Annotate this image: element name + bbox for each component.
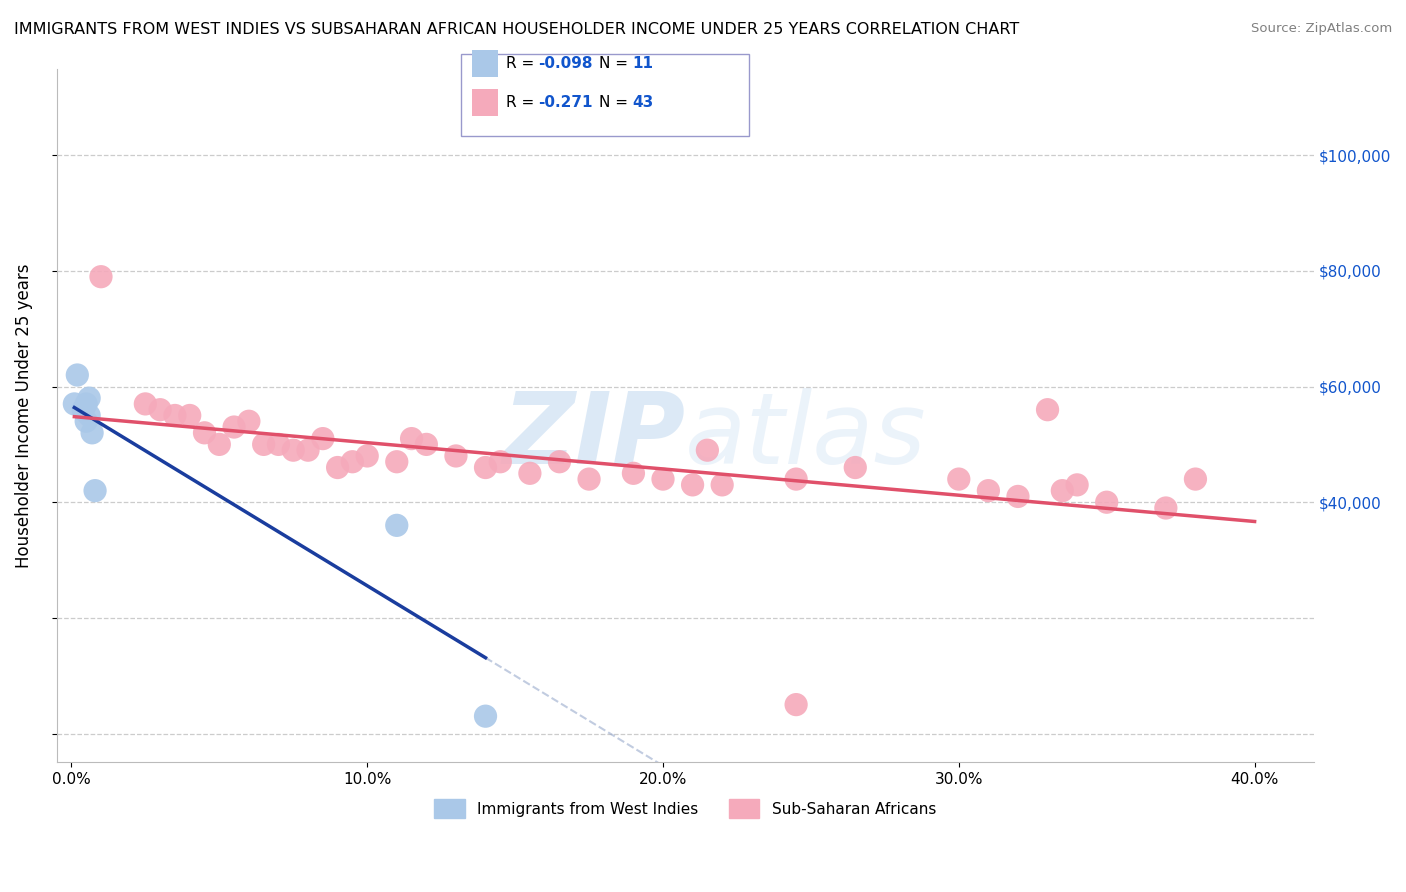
Point bbox=[238, 414, 260, 428]
Point bbox=[785, 698, 807, 712]
Point bbox=[474, 460, 496, 475]
Point bbox=[1052, 483, 1074, 498]
Point bbox=[267, 437, 290, 451]
Point bbox=[489, 455, 512, 469]
Point bbox=[253, 437, 276, 451]
Point bbox=[312, 432, 335, 446]
Legend: Immigrants from West Indies, Sub-Saharan Africans: Immigrants from West Indies, Sub-Saharan… bbox=[429, 793, 942, 824]
Point bbox=[222, 420, 245, 434]
Point bbox=[179, 409, 201, 423]
Point bbox=[1154, 501, 1177, 516]
Text: -0.271: -0.271 bbox=[538, 95, 593, 110]
Text: IMMIGRANTS FROM WEST INDIES VS SUBSAHARAN AFRICAN HOUSEHOLDER INCOME UNDER 25 YE: IMMIGRANTS FROM WEST INDIES VS SUBSAHARA… bbox=[14, 22, 1019, 37]
Point bbox=[623, 467, 645, 481]
Point bbox=[1184, 472, 1206, 486]
Point bbox=[948, 472, 970, 486]
Y-axis label: Householder Income Under 25 years: Householder Income Under 25 years bbox=[15, 263, 32, 567]
Point bbox=[652, 472, 675, 486]
Point bbox=[415, 437, 437, 451]
Point bbox=[134, 397, 156, 411]
Point bbox=[72, 402, 94, 417]
Point bbox=[326, 460, 349, 475]
Point bbox=[711, 478, 734, 492]
Point bbox=[1095, 495, 1118, 509]
Point bbox=[208, 437, 231, 451]
Point bbox=[342, 455, 364, 469]
Text: atlas: atlas bbox=[685, 388, 927, 484]
Text: ZIP: ZIP bbox=[502, 388, 685, 484]
Point bbox=[519, 467, 541, 481]
Point bbox=[82, 425, 104, 440]
Point bbox=[297, 443, 319, 458]
Text: 43: 43 bbox=[633, 95, 654, 110]
Point bbox=[77, 391, 100, 405]
Point bbox=[163, 409, 186, 423]
Text: R =: R = bbox=[506, 56, 540, 70]
Text: R =: R = bbox=[506, 95, 540, 110]
Text: Source: ZipAtlas.com: Source: ZipAtlas.com bbox=[1251, 22, 1392, 36]
Point bbox=[785, 472, 807, 486]
Point bbox=[75, 397, 97, 411]
Point bbox=[401, 432, 423, 446]
Text: N =: N = bbox=[599, 56, 633, 70]
Point bbox=[63, 397, 86, 411]
Point bbox=[283, 443, 305, 458]
Point bbox=[977, 483, 1000, 498]
Point bbox=[682, 478, 704, 492]
Point bbox=[66, 368, 89, 382]
Point bbox=[193, 425, 215, 440]
Point bbox=[75, 414, 97, 428]
Point bbox=[1007, 490, 1029, 504]
Point bbox=[578, 472, 600, 486]
Point bbox=[844, 460, 866, 475]
Point bbox=[149, 402, 172, 417]
Point bbox=[444, 449, 467, 463]
Point bbox=[90, 269, 112, 284]
Point bbox=[696, 443, 718, 458]
Point bbox=[77, 409, 100, 423]
Point bbox=[1036, 402, 1059, 417]
Text: 11: 11 bbox=[633, 56, 654, 70]
Point bbox=[84, 483, 107, 498]
Point bbox=[1066, 478, 1088, 492]
Point bbox=[474, 709, 496, 723]
Point bbox=[356, 449, 378, 463]
Point bbox=[385, 455, 408, 469]
Text: -0.098: -0.098 bbox=[538, 56, 593, 70]
Point bbox=[548, 455, 571, 469]
Point bbox=[385, 518, 408, 533]
Text: N =: N = bbox=[599, 95, 633, 110]
